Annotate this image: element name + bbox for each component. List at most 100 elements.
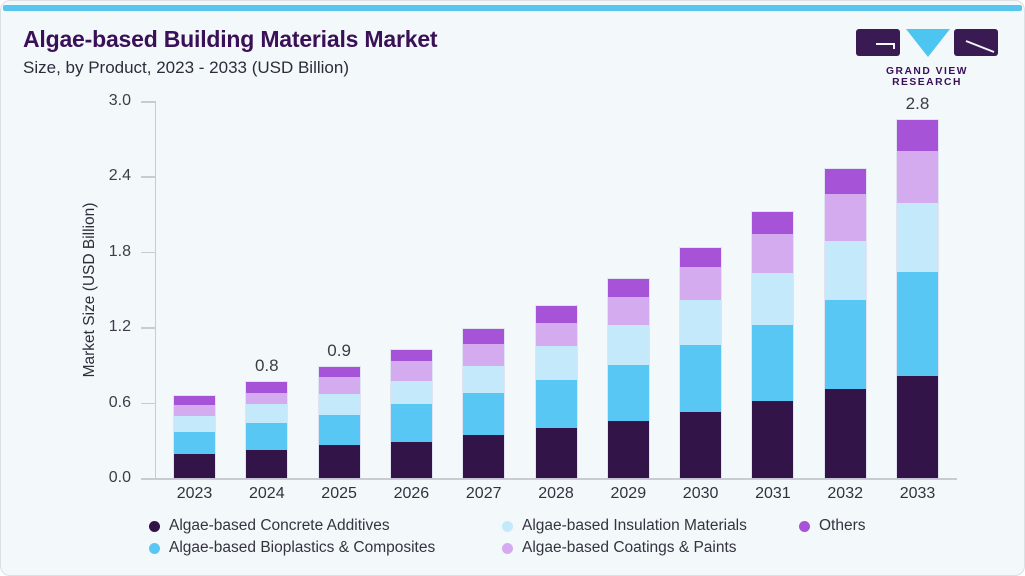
bar-segment bbox=[897, 150, 938, 203]
bar-segment bbox=[174, 395, 215, 406]
x-tick-label: 2028 bbox=[538, 485, 574, 502]
bar-segment bbox=[680, 300, 722, 346]
brand-logo: GRAND VIEW RESEARCH bbox=[854, 28, 1000, 88]
bar-segment bbox=[390, 361, 432, 381]
bar-segment bbox=[535, 346, 577, 380]
bar-segment bbox=[318, 415, 360, 446]
bar-segment bbox=[680, 267, 722, 301]
bar-segment bbox=[607, 325, 649, 365]
bar-segment bbox=[752, 233, 794, 273]
y-tick-label: 2.4 bbox=[108, 167, 131, 185]
bar-segment bbox=[318, 394, 360, 416]
bar-value-label: 2.8 bbox=[905, 94, 930, 114]
bar-segment bbox=[463, 329, 505, 345]
x-tick-label: 2033 bbox=[899, 485, 936, 502]
bar-segment bbox=[752, 401, 794, 478]
bar-segment bbox=[680, 412, 722, 478]
bar-segment bbox=[174, 454, 215, 478]
bar-segment bbox=[246, 450, 288, 478]
bar-segment bbox=[463, 393, 505, 436]
y-axis-title: Market Size (USD Billion) bbox=[81, 202, 98, 377]
y-axis-tick bbox=[141, 176, 155, 178]
bar-2028 bbox=[535, 306, 577, 478]
bar-segment bbox=[174, 405, 215, 417]
bar-segment bbox=[246, 423, 288, 451]
y-axis-tick bbox=[141, 327, 155, 329]
bar-segment bbox=[824, 299, 866, 390]
x-tick-label: 2032 bbox=[827, 485, 863, 502]
bar-2025 bbox=[318, 366, 360, 478]
bar-segment bbox=[824, 193, 866, 242]
bar-value-label: 0.9 bbox=[327, 340, 351, 360]
bar-segment bbox=[463, 344, 505, 367]
bar-segment bbox=[246, 404, 288, 424]
bar-segment bbox=[318, 366, 360, 378]
y-tick-label: 0.6 bbox=[108, 393, 131, 411]
bar-segment bbox=[463, 366, 505, 394]
bar-segment bbox=[897, 120, 938, 151]
bar-2031 bbox=[752, 212, 794, 478]
bar-segment bbox=[752, 272, 794, 325]
bar-segment bbox=[680, 345, 722, 412]
bar-2033 bbox=[897, 120, 938, 478]
bar-2030 bbox=[680, 248, 722, 478]
y-axis-tick bbox=[141, 101, 155, 103]
bar-segment bbox=[897, 376, 938, 478]
x-tick-label: 2029 bbox=[610, 485, 647, 502]
bar-value-label: 0.8 bbox=[254, 356, 279, 376]
bar-segment bbox=[535, 322, 577, 347]
bar-2029 bbox=[607, 279, 649, 478]
bar-segment bbox=[390, 380, 432, 405]
bar-segment bbox=[607, 420, 649, 478]
bar-segment bbox=[824, 389, 866, 478]
bar-2026 bbox=[390, 349, 432, 478]
x-tick-label: 2030 bbox=[682, 485, 719, 502]
bar-segment bbox=[463, 435, 505, 478]
x-tick-label: 2031 bbox=[755, 485, 791, 502]
bar-segment bbox=[535, 428, 577, 478]
bar-2024 bbox=[246, 382, 288, 478]
bar-segment bbox=[390, 441, 432, 478]
bar-segment bbox=[174, 416, 215, 432]
bar-segment bbox=[607, 279, 649, 298]
y-axis-tick bbox=[141, 402, 155, 405]
x-tick-label: 2025 bbox=[321, 485, 357, 502]
x-tick-label: 2023 bbox=[176, 485, 213, 502]
bar-segment bbox=[680, 248, 722, 268]
y-tick-label: 1.8 bbox=[108, 242, 131, 260]
x-tick-label: 2024 bbox=[249, 485, 285, 502]
y-tick-label: 1.2 bbox=[108, 318, 131, 336]
page-subtitle: Size, by Product, 2023 - 2033 (USD Billi… bbox=[23, 58, 349, 77]
bar-segment bbox=[607, 297, 649, 326]
bar-2023 bbox=[174, 395, 215, 478]
bar-segment bbox=[535, 379, 577, 429]
bar-2032 bbox=[824, 168, 866, 478]
bar-segment bbox=[318, 377, 360, 395]
bar-segment bbox=[535, 306, 577, 323]
bar-segment bbox=[824, 168, 866, 194]
x-tick-label: 2027 bbox=[465, 485, 502, 502]
brand-logo-text: GRAND VIEW RESEARCH bbox=[886, 66, 968, 88]
bar-segment bbox=[897, 202, 938, 272]
y-axis-tick bbox=[141, 251, 155, 254]
y-tick-label: 3.0 bbox=[108, 92, 131, 109]
bar-segment bbox=[607, 364, 649, 421]
bar-segment bbox=[752, 324, 794, 402]
bar-segment bbox=[752, 212, 794, 234]
bar-segment bbox=[390, 349, 432, 362]
x-tick-label: 2026 bbox=[393, 485, 430, 502]
bar-segment bbox=[174, 431, 215, 455]
page-title: Algae-based Building Materials Market bbox=[23, 26, 438, 52]
y-tick-label: 0.0 bbox=[108, 469, 131, 486]
top-accent-bar bbox=[3, 5, 1022, 11]
bar-segment bbox=[390, 404, 432, 442]
bar-2027 bbox=[463, 329, 505, 478]
bar-segment bbox=[318, 445, 360, 478]
bar-segment bbox=[246, 392, 288, 405]
bar-segment bbox=[824, 241, 866, 300]
y-axis-line bbox=[155, 101, 156, 478]
x-axis-line bbox=[141, 478, 957, 480]
bar-segment bbox=[246, 382, 288, 393]
